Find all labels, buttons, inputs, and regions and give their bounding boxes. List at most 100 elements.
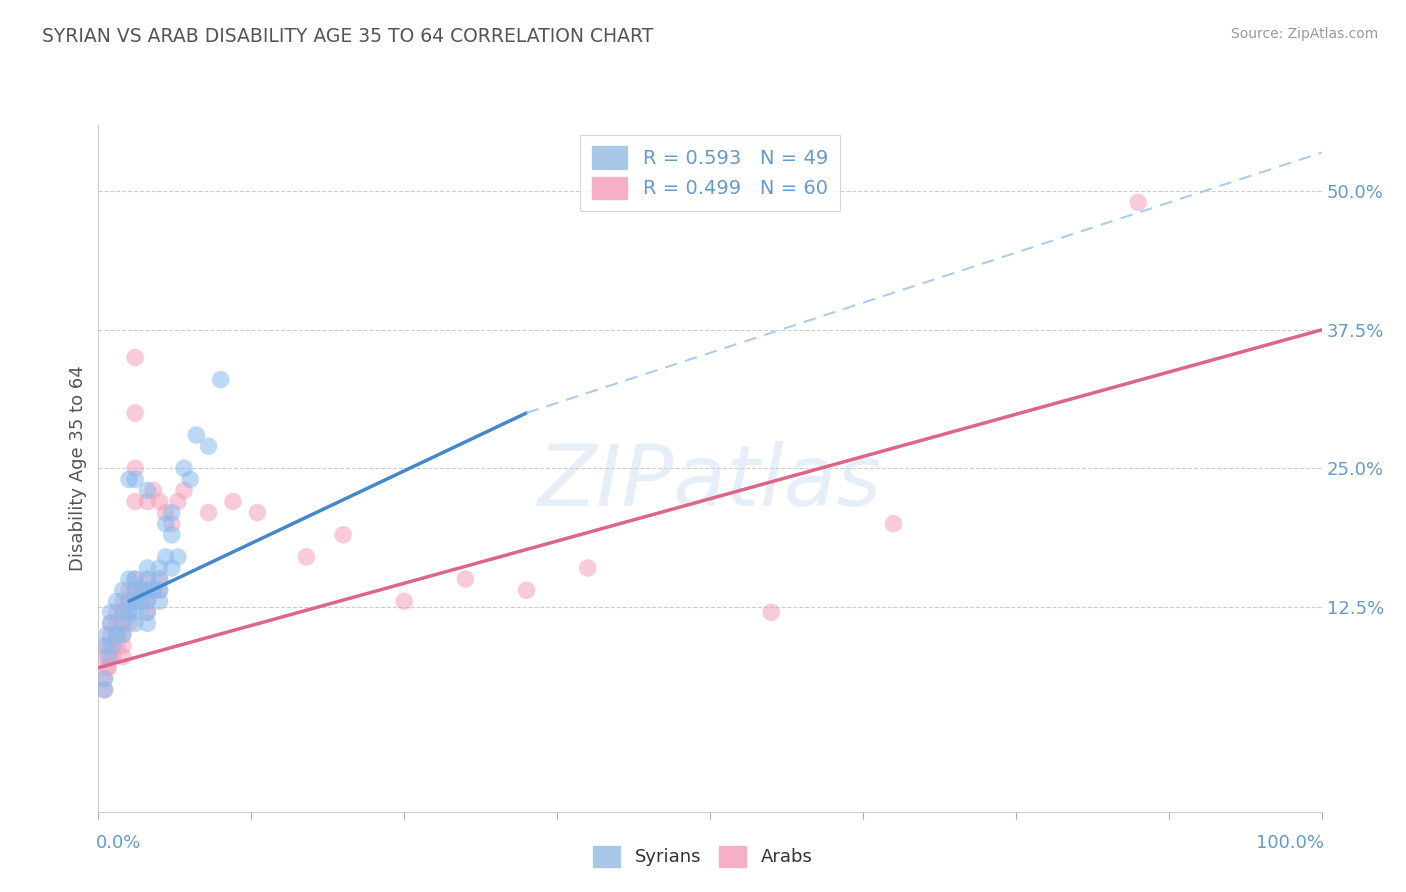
Point xyxy=(454,572,477,586)
Point xyxy=(96,661,118,675)
Point xyxy=(142,583,165,598)
Point xyxy=(209,373,232,387)
Point xyxy=(136,572,159,586)
Point xyxy=(118,572,141,586)
Point xyxy=(93,649,115,664)
Point xyxy=(124,594,146,608)
Point xyxy=(197,439,219,453)
Point xyxy=(761,605,783,619)
Point xyxy=(186,428,208,442)
Point xyxy=(118,605,141,619)
Point xyxy=(515,583,537,598)
Point xyxy=(111,627,134,641)
Point xyxy=(136,605,159,619)
Point xyxy=(101,639,124,653)
Point xyxy=(160,561,183,575)
Point xyxy=(124,605,146,619)
Point xyxy=(179,472,201,486)
Legend: Syrians, Arabs: Syrians, Arabs xyxy=(586,838,820,874)
Point xyxy=(97,649,120,664)
Point xyxy=(136,572,159,586)
Point xyxy=(111,627,134,641)
Point xyxy=(129,583,152,598)
Point xyxy=(118,583,141,598)
Point xyxy=(124,594,146,608)
Point xyxy=(124,583,146,598)
Point xyxy=(576,561,599,575)
Point xyxy=(96,627,118,641)
Point xyxy=(111,649,134,664)
Point xyxy=(124,572,146,586)
Point xyxy=(97,661,120,675)
Point xyxy=(149,494,172,508)
Point xyxy=(155,516,177,531)
Text: 100.0%: 100.0% xyxy=(1256,834,1324,852)
Point xyxy=(129,594,152,608)
Point xyxy=(167,494,190,508)
Point xyxy=(155,506,177,520)
Point xyxy=(136,594,159,608)
Point xyxy=(93,682,115,697)
Point xyxy=(222,494,245,508)
Point xyxy=(149,594,172,608)
Point xyxy=(118,616,141,631)
Point xyxy=(118,472,141,486)
Point xyxy=(136,583,159,598)
Point xyxy=(100,605,122,619)
Point xyxy=(149,583,172,598)
Point xyxy=(155,549,177,564)
Point xyxy=(105,639,128,653)
Point xyxy=(173,483,195,498)
Point xyxy=(149,561,172,575)
Point xyxy=(100,639,122,653)
Point xyxy=(1128,195,1150,210)
Legend: R = 0.593   N = 49, R = 0.499   N = 60: R = 0.593 N = 49, R = 0.499 N = 60 xyxy=(581,135,839,211)
Point xyxy=(392,594,416,608)
Point xyxy=(111,616,134,631)
Point xyxy=(111,605,134,619)
Point xyxy=(111,583,134,598)
Point xyxy=(101,649,124,664)
Point xyxy=(93,639,115,653)
Point xyxy=(129,583,152,598)
Point xyxy=(173,461,195,475)
Point xyxy=(124,406,146,420)
Point xyxy=(149,583,172,598)
Point xyxy=(124,494,146,508)
Point xyxy=(167,549,190,564)
Point xyxy=(136,594,159,608)
Point xyxy=(111,605,134,619)
Point xyxy=(136,605,159,619)
Point xyxy=(124,351,146,365)
Point xyxy=(883,516,905,531)
Point xyxy=(118,605,141,619)
Point xyxy=(100,616,122,631)
Point xyxy=(105,616,128,631)
Point xyxy=(105,627,128,641)
Point xyxy=(332,528,354,542)
Point xyxy=(93,672,115,686)
Point xyxy=(136,583,159,598)
Point xyxy=(160,506,183,520)
Point xyxy=(142,583,165,598)
Point xyxy=(124,472,146,486)
Point xyxy=(105,594,128,608)
Point xyxy=(197,506,219,520)
Point xyxy=(136,494,159,508)
Point xyxy=(295,549,318,564)
Point xyxy=(149,572,172,586)
Point xyxy=(118,594,141,608)
Point xyxy=(124,583,146,598)
Y-axis label: Disability Age 35 to 64: Disability Age 35 to 64 xyxy=(69,366,87,571)
Text: Source: ZipAtlas.com: Source: ZipAtlas.com xyxy=(1230,27,1378,41)
Point xyxy=(100,627,122,641)
Point xyxy=(142,483,165,498)
Point xyxy=(124,572,146,586)
Point xyxy=(118,594,141,608)
Text: SYRIAN VS ARAB DISABILITY AGE 35 TO 64 CORRELATION CHART: SYRIAN VS ARAB DISABILITY AGE 35 TO 64 C… xyxy=(42,27,654,45)
Text: 0.0%: 0.0% xyxy=(96,834,142,852)
Point xyxy=(124,616,146,631)
Point xyxy=(160,528,183,542)
Point xyxy=(136,616,159,631)
Point xyxy=(105,627,128,641)
